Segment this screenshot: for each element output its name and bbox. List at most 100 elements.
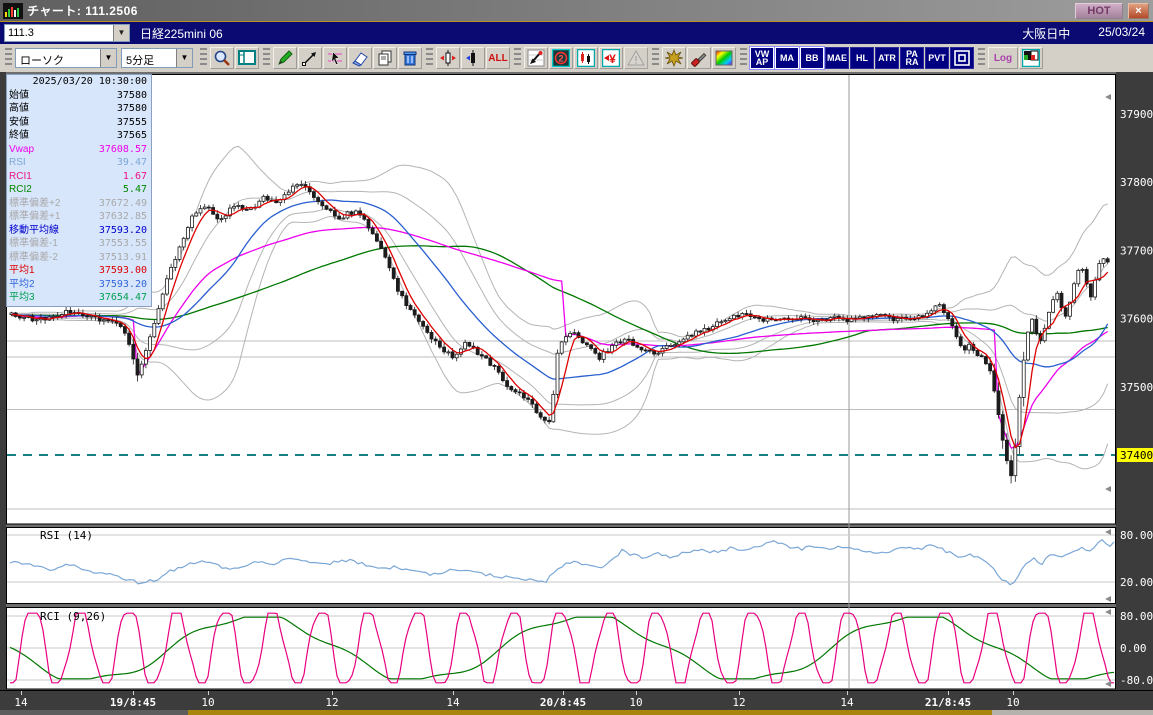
scrollbar-track-left[interactable] [0,710,188,715]
sub-header: 111.3 ▼ 日経225mini 06 大阪日中 25/03/24 [0,22,1153,44]
rsi-line [9,538,1115,586]
bar-width-expand-icon [440,50,456,66]
chevron-down-icon[interactable]: ▼ [100,49,116,67]
info-label: 高値 [9,103,29,114]
pvt-button[interactable]: PVT [925,47,949,69]
chart-region: RSI (14) RCI (9,26) 37900 37800 37700 37600 37… [0,72,1153,690]
alert-button[interactable] [624,47,648,69]
x-axis-label: 10 [1006,696,1020,709]
svg-text:80.00: 80.00 [1120,529,1153,542]
para-button[interactable]: PA RA [900,47,924,69]
info-value: 37593.00 [98,265,147,276]
toolbar-grip[interactable] [263,48,270,68]
chart-data-button[interactable] [524,47,548,69]
chevron-down-icon[interactable]: ▼ [113,25,129,41]
select-cursor-button[interactable] [323,47,347,69]
chevron-down-icon[interactable]: ▼ [176,49,192,67]
svg-text:80.00: 80.00 [1120,610,1153,623]
delete-button[interactable] [398,47,422,69]
show-all-button[interactable]: ALL [486,47,510,69]
x-axis-tick [21,691,22,695]
horizontal-scrollbar[interactable] [0,710,1153,715]
toolbar-grip[interactable] [652,48,659,68]
info-value: 37555 [116,116,147,128]
panel-layout-icon [238,50,256,65]
flag-chart-button[interactable] [1019,47,1043,69]
bar-width-expand-button[interactable] [436,47,460,69]
scrollbar-thumb[interactable] [188,710,992,715]
zoom-icon [214,50,230,66]
x-axis-tick [133,691,134,695]
vwap-button[interactable]: VW AP [750,47,774,69]
bar-width-shrink-button[interactable] [461,47,485,69]
symbol-combo[interactable]: 111.3 ▼ [4,24,130,42]
delete-icon [403,51,417,66]
compare-chart-button[interactable] [574,47,598,69]
tool-driver-button[interactable] [687,47,711,69]
svg-text:37600: 37600 [1120,313,1153,326]
toolbar-grip[interactable] [978,48,985,68]
zoom-button[interactable] [210,47,234,69]
yen-convert-button[interactable]: ¥ [599,47,623,69]
svg-text:20.00: 20.00 [1120,576,1153,589]
settings-burst-button[interactable] [662,47,686,69]
info-value: 39.47 [116,157,147,168]
mae-button[interactable]: MAE [825,47,849,69]
toolbar-grip[interactable] [5,48,12,68]
svg-text:37800: 37800 [1120,176,1153,189]
draw-pencil-icon [278,50,293,65]
price-levels [7,340,1115,510]
window-title: チャート: 111.2506 [27,4,138,18]
copy-button[interactable] [373,47,397,69]
alert-icon [627,49,645,66]
info-label: 標準偏差-1 [9,238,58,249]
atr-button[interactable]: ATR [875,47,899,69]
draw-pencil-button[interactable] [273,47,297,69]
x-axis-label: 14 [840,696,854,709]
tool-driver-icon [691,52,707,67]
log-scale-button[interactable]: Log [988,47,1018,69]
copy-icon [378,50,392,66]
bb-button[interactable]: BB [800,47,824,69]
app-icon [3,2,23,19]
info-label: 標準偏差+1 [9,211,61,222]
color-palette-button[interactable] [712,47,736,69]
svg-text:2: 2 [558,54,563,64]
info-value: 37593.20 [98,224,147,236]
x-axis-label: 19/8:45 [109,696,157,709]
chart-type-combo[interactable]: ローソク ▼ [15,48,117,68]
toolbar-grip[interactable] [426,48,433,68]
info-label: 移動平均線 [9,224,59,236]
info-value: 1.67 [122,170,147,182]
info-row: 終値 37565 [7,129,151,143]
chart-canvas[interactable]: RSI (14)RCI (9,26)3790037800377003760037… [0,72,1153,690]
date-label: 25/03/24 [1098,24,1145,39]
info-label: 標準偏差+2 [9,197,61,209]
x-axis-tick [948,691,949,695]
info-row: 標準偏差-2 37513.91 [7,251,151,265]
frame-button[interactable] [950,47,974,69]
ma-button[interactable]: MA [775,47,799,69]
svg-text:37400: 37400 [1120,449,1153,462]
eraser-button[interactable] [348,47,372,69]
info-row: 始値 37580 [7,89,151,103]
toolbar-grip[interactable] [740,48,747,68]
toolbar-grip[interactable] [514,48,521,68]
close-icon[interactable]: × [1128,3,1149,19]
hl-button[interactable]: HL [850,47,874,69]
hot-button[interactable]: HOT [1075,3,1123,19]
info-row: 標準偏差+2 37672.49 [7,197,151,211]
x-axis-label: 14 [446,696,460,709]
dual-chart-button[interactable]: 2 [549,47,573,69]
frame-icon [954,50,970,66]
panel-layout-button[interactable] [235,47,259,69]
x-axis-tick [739,691,740,695]
toolbar-grip[interactable] [200,48,207,68]
x-axis-tick [563,691,564,695]
timeframe-combo[interactable]: 5分足 ▼ [121,48,193,68]
trendline-button[interactable] [298,47,322,69]
info-value: 37608.57 [98,143,147,155]
info-label: 終値 [9,130,29,141]
chart-type-value: ローソク [20,55,64,67]
